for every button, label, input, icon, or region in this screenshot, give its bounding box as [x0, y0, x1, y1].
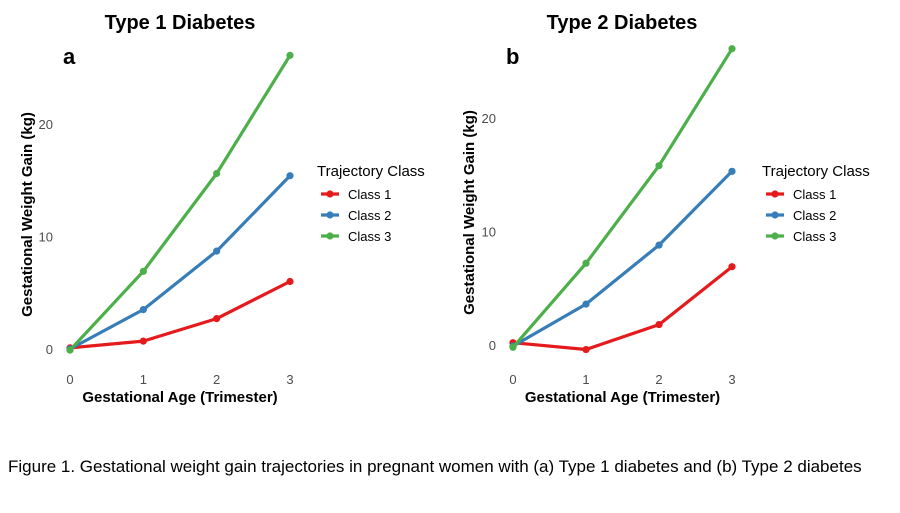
series-line-class-1	[511, 265, 734, 352]
legend-key-point-class-3	[771, 232, 779, 240]
y-tick-label: 10	[39, 230, 53, 245]
data-point-class-3	[655, 162, 663, 170]
legend-label-class-2: Class 2	[793, 208, 836, 223]
x-tick-label: 1	[140, 372, 147, 387]
data-point-class-3	[728, 45, 736, 53]
y-tick-label: 0	[489, 338, 496, 353]
legend-key-point-class-1	[771, 190, 779, 198]
data-point-class-2	[213, 247, 221, 255]
y-tick-label: 20	[482, 111, 496, 126]
legend-key-point-class-3	[326, 232, 334, 240]
chart-panel-b: Type 2 Diabetes b 0 10 20 0 1 2 3 Gestational Age…	[461, 12, 870, 406]
y-tick-label: 10	[482, 225, 496, 240]
series-line-class-3	[68, 53, 292, 352]
legend-label-class-3: Class 3	[793, 229, 836, 244]
x-tick-label: 1	[582, 372, 589, 387]
data-point-class-3	[509, 343, 517, 351]
x-tick-label: 3	[728, 372, 735, 387]
data-point-class-1	[213, 315, 221, 323]
data-point-class-1	[582, 345, 590, 354]
data-point-class-1	[286, 277, 294, 286]
y-tick-label: 0	[46, 342, 53, 357]
x-tick-label: 3	[286, 372, 293, 387]
legend-title: Trajectory Class	[317, 163, 425, 180]
data-point-class-2	[728, 167, 736, 175]
data-point-class-1	[139, 337, 147, 345]
chart-title: Type 1 Diabetes	[105, 12, 256, 34]
panel-label: a	[63, 44, 76, 69]
chart-title: Type 2 Diabetes	[547, 12, 698, 34]
series-line-class-2	[68, 174, 292, 351]
y-tick-label: 20	[39, 117, 53, 132]
y-axis-title: Gestational Weight Gain (kg)	[461, 110, 478, 315]
series-line-class-2	[511, 169, 734, 348]
legend-key-point-class-2	[326, 211, 334, 219]
legend-label-class-1: Class 1	[348, 187, 391, 202]
x-axis-title: Gestational Age (Trimester)	[82, 389, 277, 406]
legend: Trajectory Class Class 1 Class 2 Class 3	[762, 163, 870, 244]
data-point-class-3	[66, 346, 74, 354]
data-point-class-3	[139, 267, 147, 275]
legend-label-class-2: Class 2	[348, 208, 391, 223]
data-point-class-3	[582, 259, 590, 267]
panel-label: b	[506, 44, 519, 69]
data-point-class-2	[582, 300, 590, 308]
x-tick-label: 0	[509, 372, 516, 387]
x-tick-label: 2	[655, 372, 662, 387]
legend-key-point-class-2	[771, 211, 779, 219]
data-point-class-2	[139, 306, 147, 314]
data-point-class-1	[655, 320, 663, 329]
legend-label-class-1: Class 1	[793, 187, 836, 202]
series-line-class-1	[68, 279, 292, 350]
data-point-class-2	[286, 172, 294, 180]
data-point-class-3	[286, 51, 294, 59]
data-point-class-3	[213, 169, 221, 178]
legend-title: Trajectory Class	[762, 163, 870, 180]
x-axis-title: Gestational Age (Trimester)	[525, 389, 720, 406]
figure-caption: Figure 1. Gestational weight gain trajec…	[8, 457, 862, 476]
chart-panel-a: Type 1 Diabetes a 0 10 20 0 1 2 3 Gestational Age…	[19, 12, 425, 406]
legend-label-class-3: Class 3	[348, 229, 391, 244]
legend: Trajectory Class Class 1 Class 2 Class 3	[317, 163, 425, 244]
series-line-class-3	[511, 47, 734, 349]
data-point-class-1	[728, 263, 736, 271]
x-tick-label: 0	[66, 372, 73, 387]
legend-key-point-class-1	[326, 190, 334, 198]
data-point-class-2	[655, 241, 663, 249]
y-axis-title: Gestational Weight Gain (kg)	[19, 112, 36, 317]
x-tick-label: 2	[213, 372, 220, 387]
